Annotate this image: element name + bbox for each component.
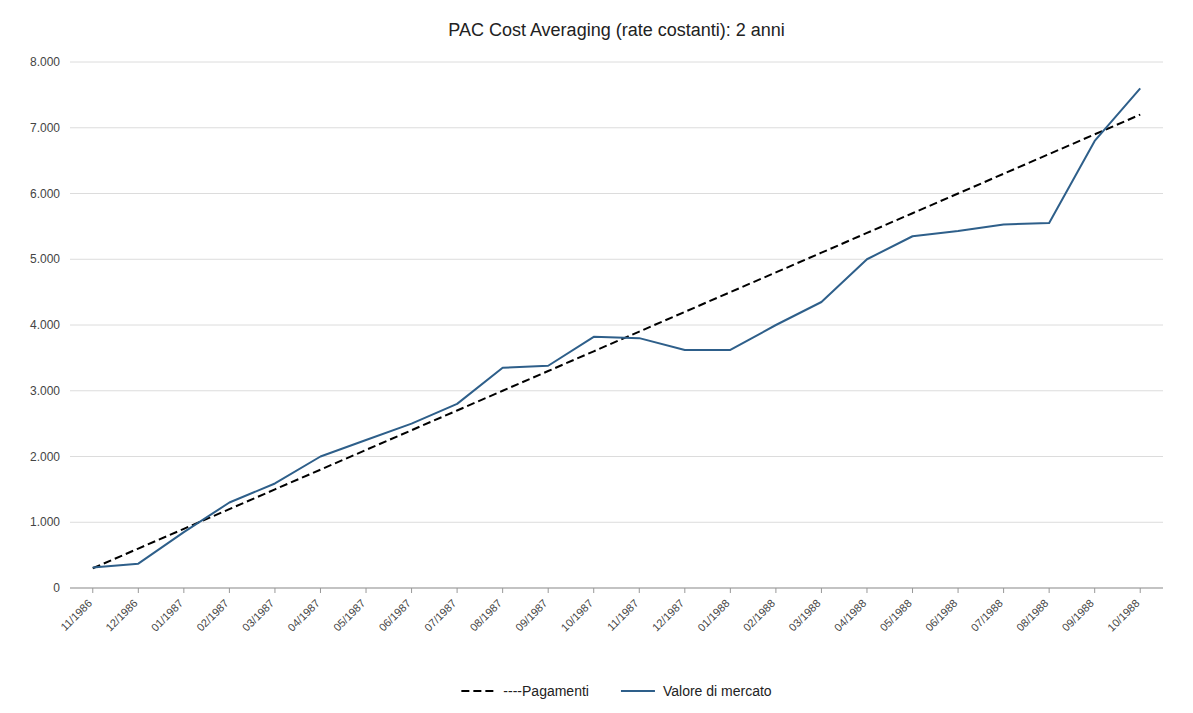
x-tick [92, 588, 93, 593]
y-tick-label: 7.000 [30, 121, 60, 135]
legend-label: Valore di mercato [663, 683, 772, 699]
y-tick-label: 6.000 [30, 187, 60, 201]
grid-line [70, 390, 1163, 391]
x-tick-label: 07/1987 [422, 597, 459, 634]
x-tick-label: 08/1988 [1014, 597, 1051, 634]
x-tick-label: 03/1987 [240, 597, 277, 634]
grid-line [70, 193, 1163, 194]
series-line [93, 115, 1140, 569]
x-tick-label: 08/1987 [467, 597, 504, 634]
x-tick [912, 588, 913, 593]
page: {"chart_data": {"type": "line", "title":… [0, 0, 1193, 713]
x-tick-label: 01/1987 [149, 597, 186, 634]
chart-container: PAC Cost Averaging (rate costanti): 2 an… [0, 0, 1193, 713]
x-tick [320, 588, 321, 593]
grid-line [70, 588, 1163, 589]
x-tick [1003, 588, 1004, 593]
grid-line [70, 325, 1163, 326]
x-tick [775, 588, 776, 593]
y-tick-label: 5.000 [30, 252, 60, 266]
x-tick-label: 04/1987 [285, 597, 322, 634]
x-tick-label: 09/1988 [1059, 597, 1096, 634]
x-tick [229, 588, 230, 593]
y-tick-label: 1.000 [30, 515, 60, 529]
x-tick-label: 07/1988 [968, 597, 1005, 634]
series-group [93, 88, 1140, 568]
x-tick-label: 09/1987 [513, 597, 550, 634]
x-axis-line [70, 588, 1163, 589]
x-tick [183, 588, 184, 593]
chart-svg: PAC Cost Averaging (rate costanti): 2 an… [0, 0, 1193, 713]
series-line [93, 88, 1140, 567]
x-tick-label: 06/1987 [376, 597, 413, 634]
x-tick-label: 06/1988 [923, 597, 960, 634]
x-tick [1049, 588, 1050, 593]
grid-line [70, 456, 1163, 457]
title: PAC Cost Averaging (rate costanti): 2 an… [448, 20, 785, 40]
x-tick [274, 588, 275, 593]
y-tick-label: 0 [53, 581, 60, 595]
y-axis: 0 1.000 2.000 3.000 4.000 5.000 6.000 7.000 8.00… [30, 55, 1163, 595]
x-tick [411, 588, 412, 593]
x-tick-label: 04/1988 [832, 597, 869, 634]
x-tick-label: 05/1988 [877, 597, 914, 634]
x-tick [502, 588, 503, 593]
y-tick-label: 4.000 [30, 318, 60, 332]
y-tick-label: 3.000 [30, 384, 60, 398]
grid-line [70, 259, 1163, 260]
legend-swatch [621, 690, 655, 692]
y-tick-label: 2.000 [30, 450, 60, 464]
x-tick-label: 11/1986 [58, 597, 94, 633]
legend-item: Valore di mercato [621, 683, 772, 699]
x-tick [457, 588, 458, 593]
x-tick-label: 01/1988 [695, 597, 732, 634]
legend: ----Pagamenti Valore di mercato [461, 683, 771, 699]
x-tick-label: 12/1987 [650, 597, 687, 634]
x-tick [639, 588, 640, 593]
x-tick [684, 588, 685, 593]
legend-item: ----Pagamenti [461, 683, 589, 699]
x-tick [958, 588, 959, 593]
grid-line [70, 62, 1163, 63]
x-tick-label: 11/1987 [605, 597, 641, 633]
x-tick [1094, 588, 1095, 593]
x-tick-label: 03/1988 [786, 597, 823, 634]
x-tick-label: 02/1988 [741, 597, 778, 634]
legend-label: ----Pagamenti [503, 683, 589, 699]
y-tick-label: 8.000 [30, 55, 60, 69]
x-tick-label: 12/1986 [103, 597, 140, 634]
x-tick-label: 05/1987 [331, 597, 368, 634]
x-tick-label: 10/1987 [559, 597, 596, 634]
x-tick-label: 10/1988 [1105, 597, 1142, 634]
x-tick [366, 588, 367, 593]
x-tick [730, 588, 731, 593]
grid-line [70, 522, 1163, 523]
x-tick [821, 588, 822, 593]
x-tick [548, 588, 549, 593]
x-axis: 11/198612/198601/198702/198703/198704/19… [58, 588, 1163, 634]
x-tick-label: 02/1987 [194, 597, 231, 634]
x-tick [138, 588, 139, 593]
grid-line [70, 127, 1163, 128]
x-tick [1140, 588, 1141, 593]
x-tick [593, 588, 594, 593]
x-tick [866, 588, 867, 593]
legend-swatch [461, 690, 495, 692]
